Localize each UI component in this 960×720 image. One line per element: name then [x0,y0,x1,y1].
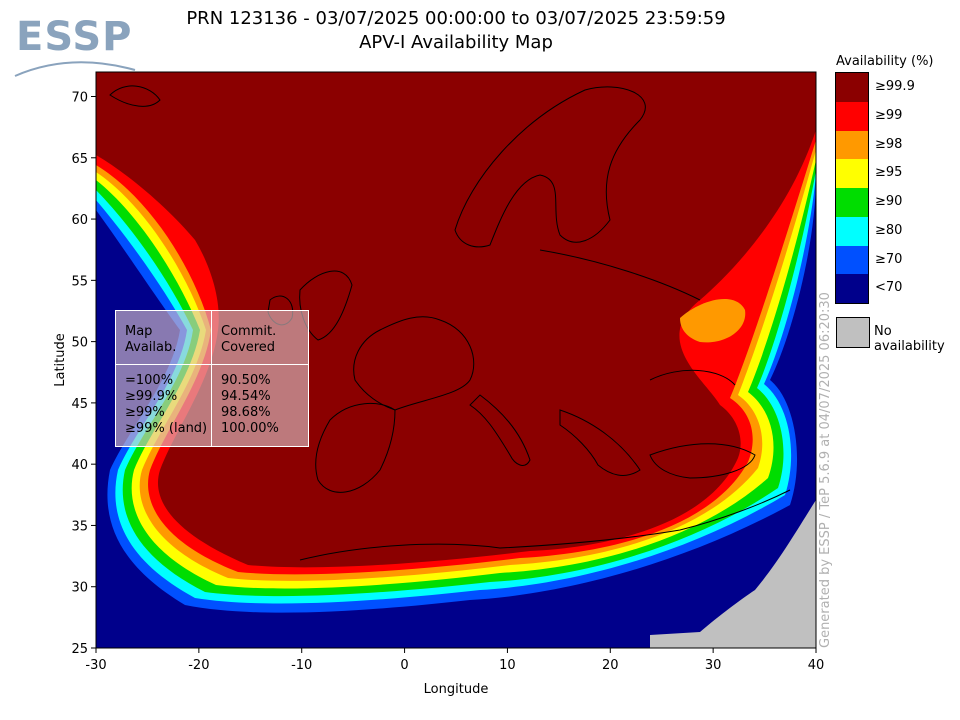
y-tick-label: 50 [71,336,88,351]
legend-label: ≥95 [875,165,903,181]
y-tick-label: 55 [71,274,88,289]
y-tick-label: 45 [71,397,88,412]
x-axis-label: Longitude [424,682,489,697]
x-tick-label: -10 [291,658,312,673]
no-availability-swatch [836,317,870,348]
stats-header-map: Map [125,324,153,339]
legend-label: ≥90 [875,194,903,209]
stats-label: ≥99.9% [125,389,178,404]
legend-label: ≥70 [875,251,903,267]
stats-value: 94.54% [221,389,271,404]
legend-label: ≥80 [875,222,903,238]
x-tick-label: 0 [400,658,408,673]
legend-swatch [836,274,868,304]
legend-swatch [836,245,868,275]
legend-swatch [836,188,868,217]
availability-field [96,72,816,648]
coverage-stats-table: Map Availab. Commit. Covered =100% 90.50… [115,310,309,447]
legend-swatch [836,130,868,160]
x-tick-label: -20 [188,658,209,673]
stats-header-commit: Commit. [221,324,277,339]
y-tick-label: 70 [71,91,88,106]
legend-swatch [836,159,868,189]
y-tick-label: 35 [71,519,88,534]
essp-logo-icon [14,61,136,77]
x-tick-label: 20 [602,658,619,673]
logo-text: ESSP [16,14,133,60]
x-tick-label: 40 [808,658,825,673]
stats-label: =100% [125,373,174,388]
legend-title: Availability (%) [836,54,934,69]
stats-value: 100.00% [221,421,279,436]
x-tick-label: 30 [705,658,722,673]
stats-value: 98.68% [221,405,271,420]
stats-header-availab: Availab. [125,340,177,355]
y-tick-label: 30 [71,581,88,596]
y-tick-label: 60 [71,213,88,228]
legend-swatch [836,73,868,102]
legend-label: <70 [875,280,903,296]
map-title: PRN 123136 - 03/07/2025 00:00:00 to 03/0… [186,8,726,29]
legend-swatch [836,216,868,246]
coastlines [109,85,791,561]
y-tick-label: 25 [71,642,88,657]
legend-label: ≥98 [875,136,903,152]
y-tick-label: 40 [71,458,88,473]
x-tick-label: -30 [85,658,106,673]
legend-frame [835,72,869,304]
generated-by-note: Generated by ESSP / TeP 5.6.9 at 04/07/2… [818,292,833,648]
y-tick-label: 65 [71,152,88,167]
no-availability-label: No availability [874,324,945,354]
stats-label: ≥99% [125,405,165,420]
legend-label: ≥99.9 [875,79,915,94]
stats-header-covered: Covered [221,340,276,355]
x-tick-label: 10 [499,658,516,673]
y-axis-label: Latitude [53,333,68,387]
y-axis: 25 30 35 40 45 50 55 60 65 70 [71,91,96,657]
essp-logo [10,12,140,82]
legend-swatch [836,101,868,131]
stats-label: ≥99% (land) [125,421,208,436]
x-axis: -30 -20 -10 0 10 20 30 40 [85,648,824,673]
map-subtitle: APV-I Availability Map [359,32,553,53]
legend-label: ≥99 [875,107,903,123]
stats-value: 90.50% [221,373,271,388]
